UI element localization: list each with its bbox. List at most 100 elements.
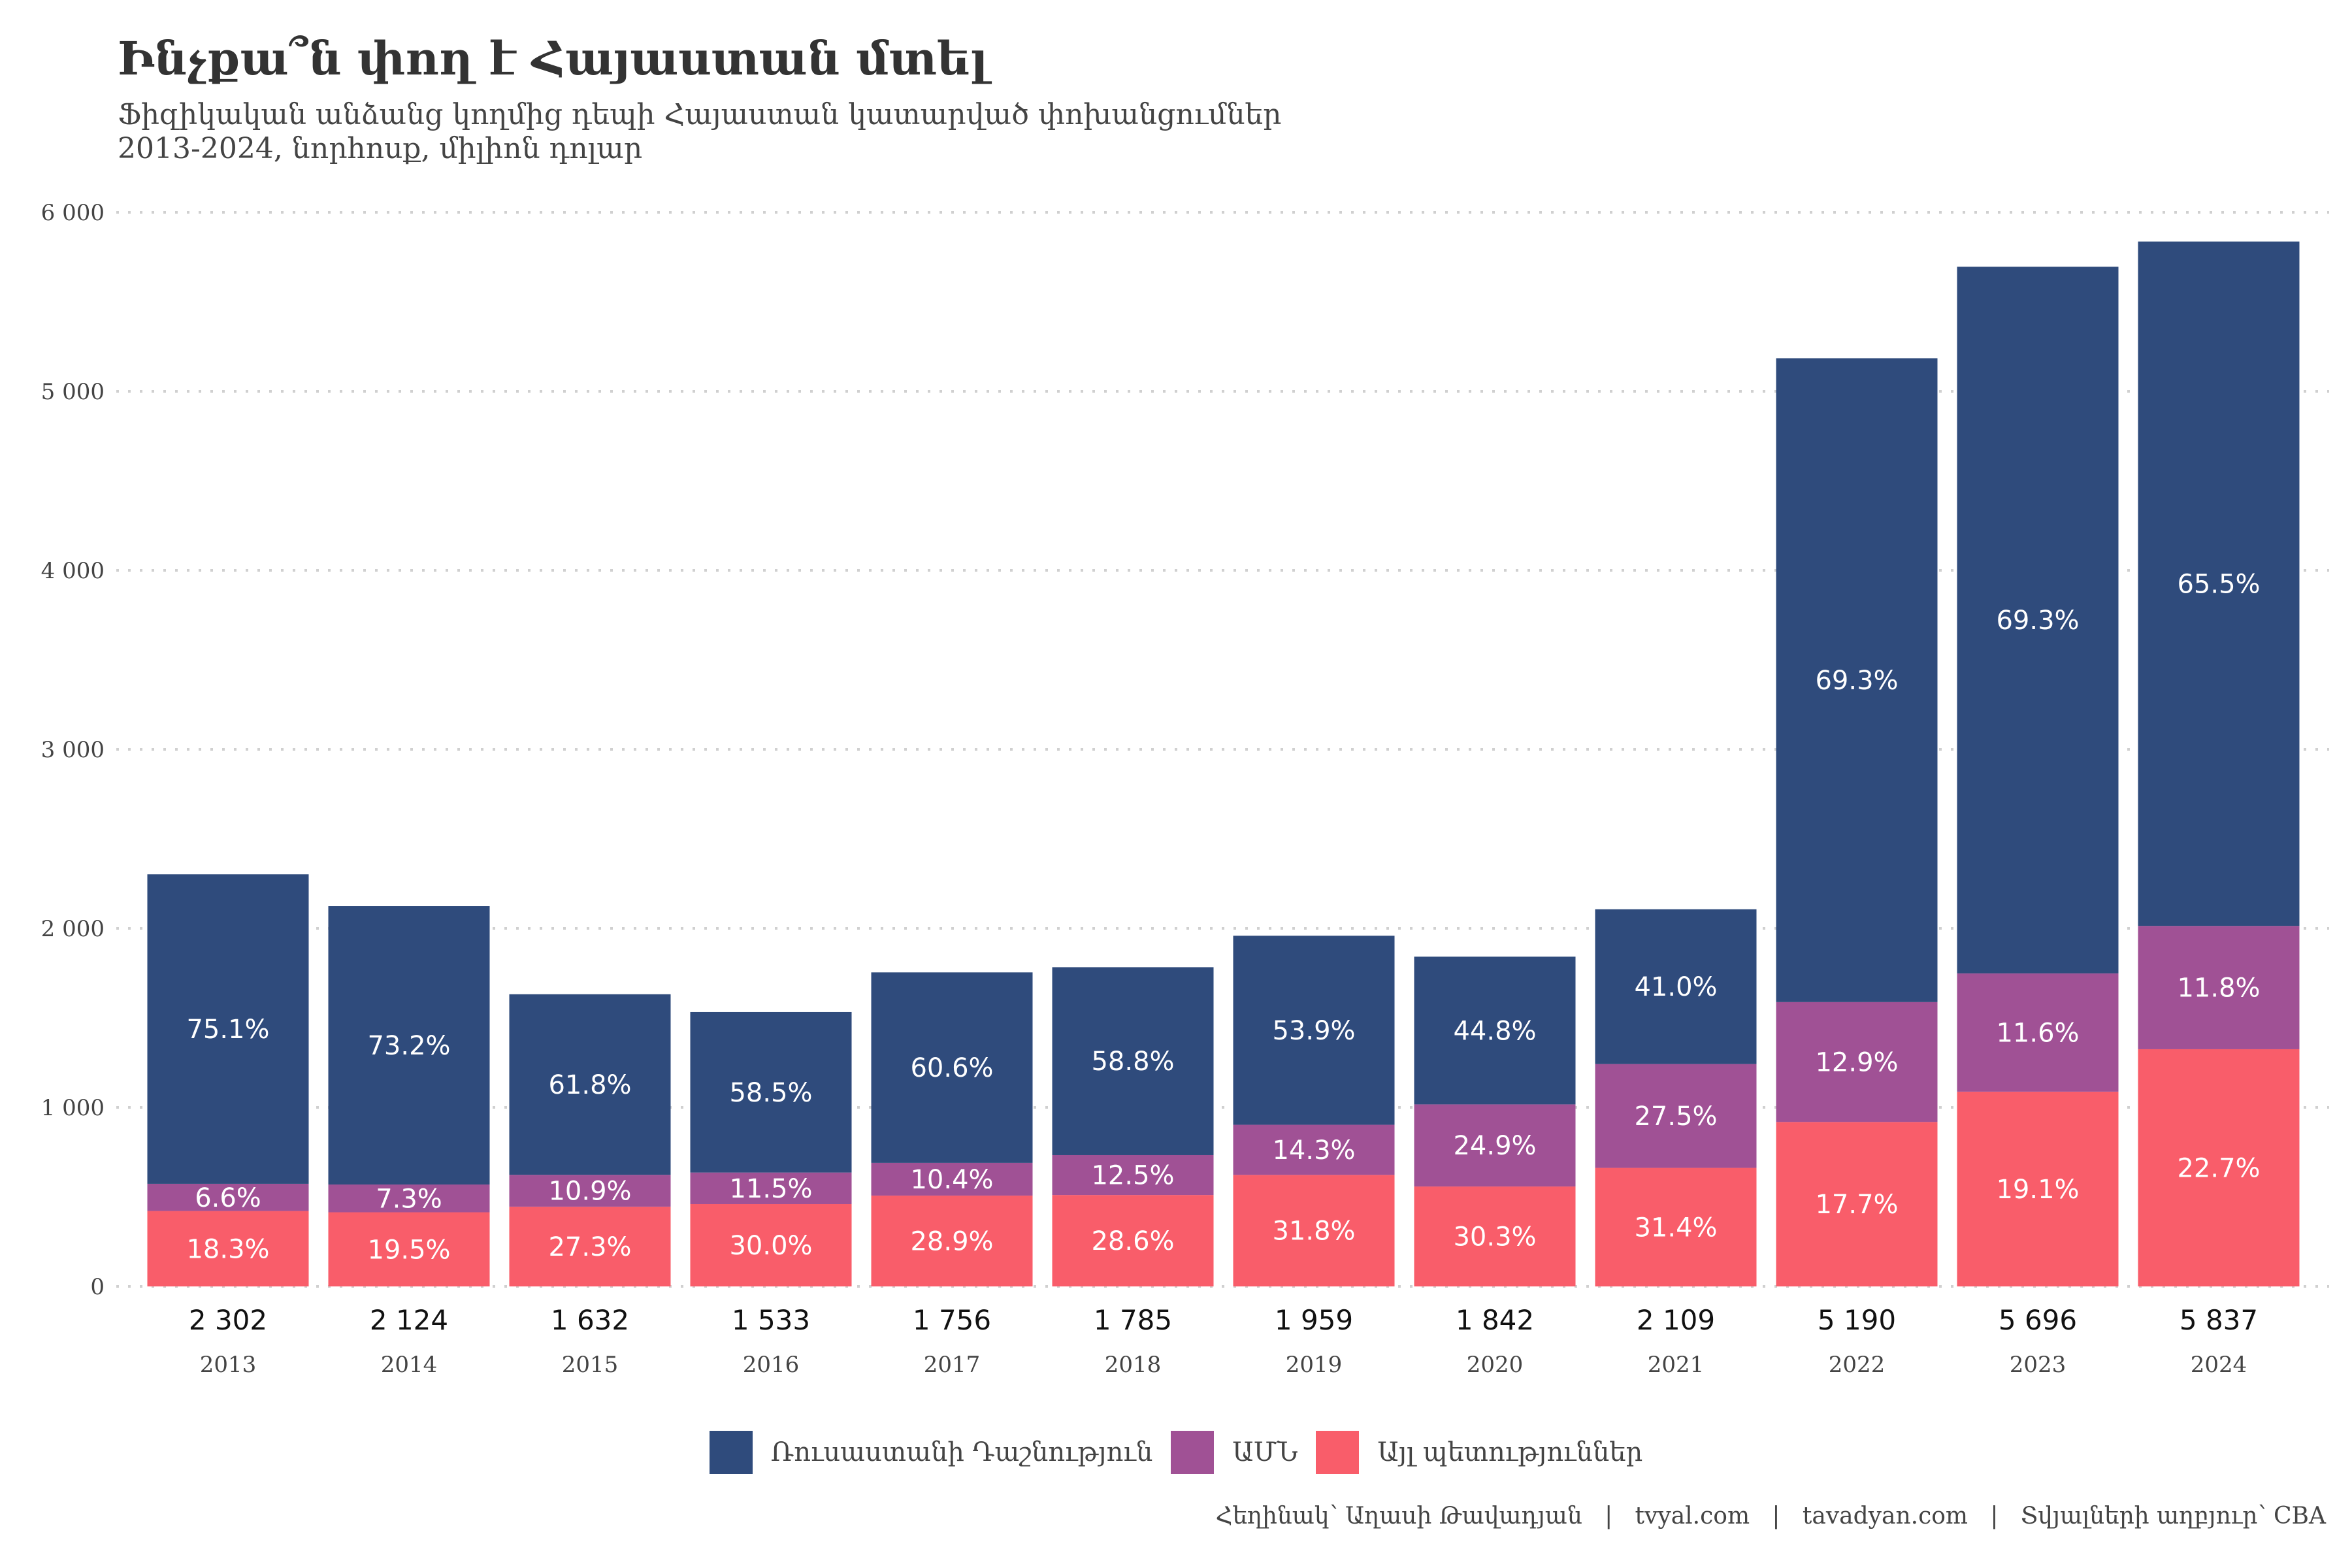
bar-segment [690, 1203, 852, 1286]
x-tick-label: 2017 [924, 1352, 981, 1378]
bar-segment [328, 1184, 490, 1213]
bar-total-label: 5 190 [1818, 1304, 1896, 1336]
segment-percent-label: 12.9% [1815, 1048, 1898, 1078]
x-tick-label: 2018 [1105, 1352, 1162, 1378]
segment-percent-label: 7.3% [376, 1184, 442, 1214]
bar-segment [1414, 956, 1576, 1105]
bars: 18.3% 6.6% 75.1% 19.5% 7.3% 73.2% 27.3% 10.9% 61… [147, 241, 2300, 1286]
segment-percent-label: 17.7% [1815, 1190, 1898, 1220]
segment-percent-label: 75.1% [186, 1015, 269, 1045]
segment-percent-label: 31.8% [1272, 1217, 1355, 1247]
segment-percent-label: 11.6% [1996, 1018, 2079, 1048]
bar-segment [871, 1162, 1033, 1196]
bar-segment [147, 1183, 309, 1211]
bar-segment [1052, 967, 1214, 1155]
chart-title: Ինչքա՞ն փող է Հայաստան մտել [118, 31, 988, 86]
bar-total-label: 1 842 [1456, 1304, 1534, 1336]
x-tick-label: 2024 [2191, 1352, 2247, 1378]
bar-segment [1957, 267, 2119, 973]
bar-segment [1233, 936, 1395, 1125]
subtitle-line-2: 2013-2024, նորհոսք, միլիոն դոլար [118, 132, 643, 165]
bar-segment [690, 1011, 852, 1173]
x-tick-label: 2023 [2010, 1352, 2066, 1378]
bar-segment [509, 1206, 671, 1286]
segment-percent-label: 60.6% [910, 1053, 993, 1083]
y-tick-label: 6 000 [41, 200, 105, 226]
x-tick-label: 2016 [743, 1352, 800, 1378]
bar-total-label: 1 632 [551, 1304, 629, 1336]
bar-segment [147, 874, 309, 1184]
bar-segment [1052, 1195, 1214, 1286]
y-axis: 0 1 000 2 000 3 000 4 000 5 000 6 000 [41, 200, 105, 1300]
bar-segment [1595, 1168, 1757, 1286]
segment-percent-label: 58.8% [1091, 1047, 1174, 1077]
bar-segment [328, 1212, 490, 1286]
bar-total-label: 2 109 [1637, 1304, 1715, 1336]
bar-segment [1414, 1104, 1576, 1187]
segment-percent-label: 31.4% [1634, 1213, 1717, 1243]
bar-segment [1052, 1154, 1214, 1196]
x-axis: 2 302 2013 2 124 2014 1 632 2015 1 533 2016 1 75… [189, 1304, 2258, 1378]
bar-segment [1233, 1175, 1395, 1286]
segment-percent-label: 11.8% [2177, 973, 2260, 1004]
segment-percent-label: 73.2% [367, 1031, 450, 1061]
segment-percent-label: 10.9% [548, 1177, 631, 1207]
caption: Հեղինակ՝ Աղասի Թավադյան | tvyal.com | ta… [1215, 1503, 2326, 1529]
legend: Ռուսաստանի Դաշնություն ԱՄՆ Այլ պետությու… [0, 1431, 2352, 1474]
bar-segment [1776, 358, 1938, 1002]
y-tick-label: 1 000 [41, 1095, 105, 1121]
x-tick-label: 2019 [1286, 1352, 1343, 1378]
bar-total-label: 2 124 [370, 1304, 448, 1336]
segment-percent-label: 18.3% [186, 1234, 269, 1264]
segment-percent-label: 24.9% [1453, 1131, 1536, 1161]
bar-segment [1595, 909, 1757, 1064]
y-tick-label: 2 000 [41, 916, 105, 942]
segment-percent-label: 19.1% [1996, 1175, 2079, 1205]
segment-percent-label: 28.6% [1091, 1226, 1174, 1256]
y-tick-label: 5 000 [41, 379, 105, 405]
bar-total-label: 2 302 [189, 1304, 267, 1336]
bar-segment [1233, 1124, 1395, 1175]
bar-segment [1957, 1091, 2119, 1286]
segment-percent-label: 19.5% [367, 1235, 450, 1265]
segment-percent-label: 41.0% [1634, 972, 1717, 1002]
bar-total-label: 1 959 [1275, 1304, 1353, 1336]
legend-swatch-usa [1171, 1431, 1215, 1474]
y-tick-label: 4 000 [41, 558, 105, 584]
legend-item-russia: Ռուսաստանի Դաշնություն [709, 1431, 1152, 1474]
subtitle-line-1: Ֆիզիկական անձանց կողմից դեպի Հայաստան կա… [118, 98, 1282, 131]
segment-percent-label: 22.7% [2177, 1153, 2260, 1183]
x-tick-label: 2021 [1648, 1352, 1705, 1378]
segment-percent-label: 65.5% [2177, 569, 2260, 599]
segment-percent-label: 53.9% [1272, 1016, 1355, 1046]
segment-percent-label: 12.5% [1091, 1161, 1174, 1191]
chart-subtitle: Ֆիզիկական անձանց կողմից դեպի Հայաստան կա… [118, 98, 1281, 166]
legend-swatch-other [1316, 1431, 1360, 1474]
segment-percent-label: 27.5% [1634, 1102, 1717, 1132]
bar-segment [1776, 1002, 1938, 1122]
bar-total-label: 1 756 [913, 1304, 991, 1336]
bar-segment [690, 1172, 852, 1204]
segment-percent-label: 14.3% [1272, 1135, 1355, 1166]
segment-percent-label: 61.8% [548, 1070, 631, 1100]
stacked-bar-chart: 0 1 000 2 000 3 000 4 000 5 000 6 000 18.3% 6.6… [41, 200, 2329, 1378]
bar-segment [509, 994, 671, 1175]
segment-percent-label: 10.4% [910, 1165, 993, 1195]
bar-segment [871, 972, 1033, 1163]
x-tick-label: 2015 [562, 1352, 619, 1378]
legend-swatch-russia [709, 1431, 753, 1474]
bar-total-label: 5 837 [2180, 1304, 2258, 1336]
bar-segment [1957, 973, 2119, 1092]
bar-segment [1414, 1186, 1576, 1286]
bar-segment [1776, 1122, 1938, 1286]
segment-percent-label: 69.3% [1815, 666, 1898, 696]
legend-label-other: Այլ պետություններ [1377, 1437, 1643, 1467]
segment-percent-label: 28.9% [910, 1226, 993, 1256]
x-tick-label: 2014 [381, 1352, 438, 1378]
bar-segment [871, 1195, 1033, 1286]
bar-segment [328, 906, 490, 1185]
bar-total-label: 1 533 [732, 1304, 810, 1336]
legend-label-usa: ԱՄՆ [1232, 1437, 1298, 1467]
segment-percent-label: 11.5% [729, 1174, 812, 1204]
bar-segment [2138, 926, 2300, 1049]
